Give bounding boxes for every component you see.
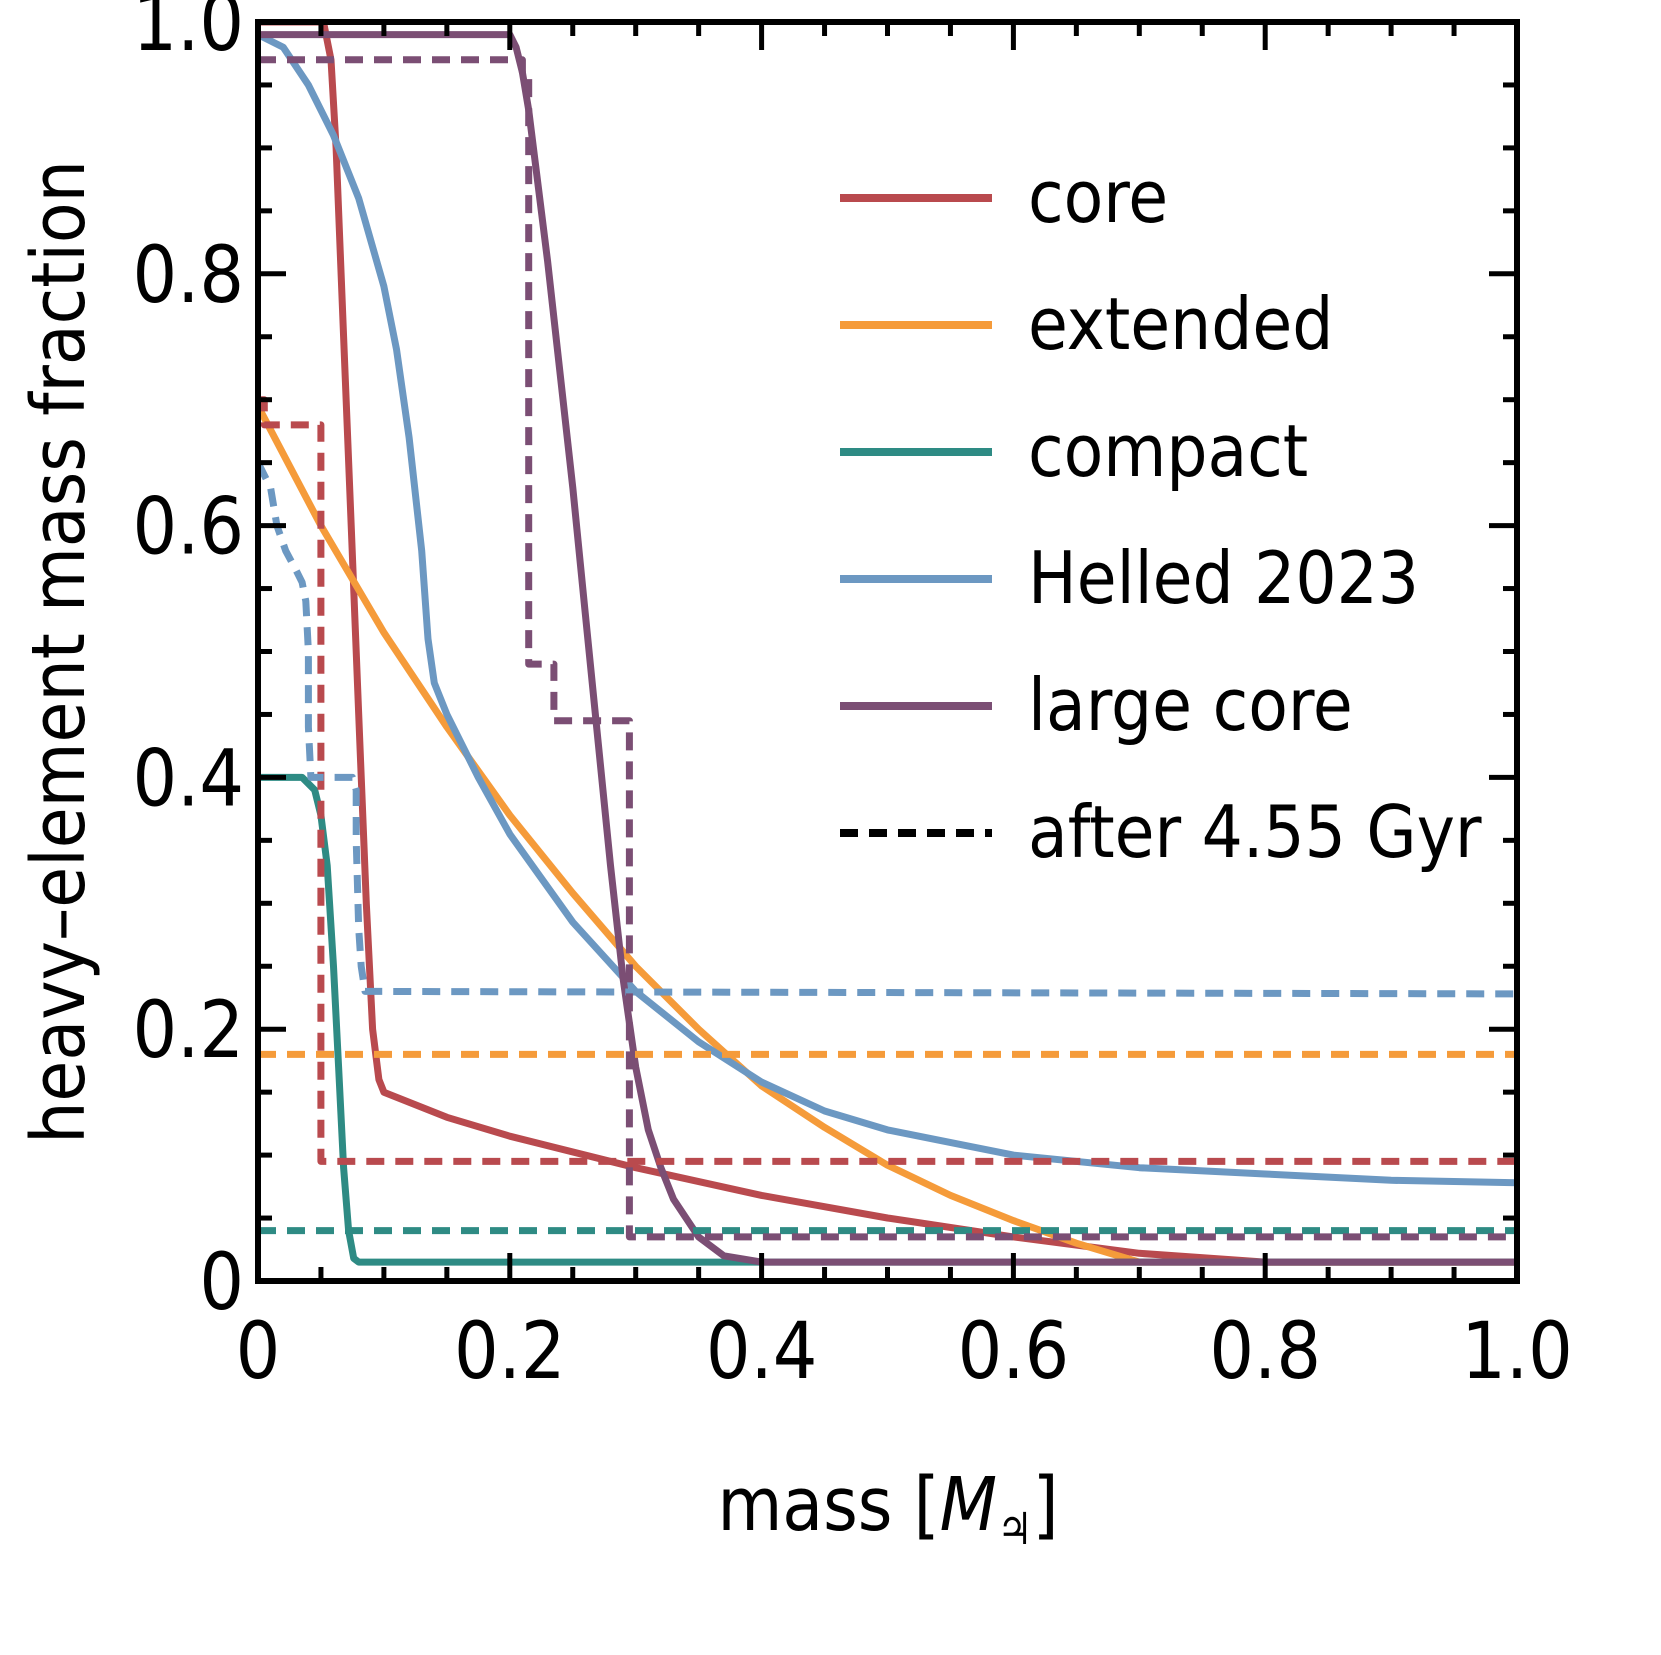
series-layer bbox=[258, 22, 1517, 1266]
tick-labels-layer: 0 0.2 0.4 0.6 0.8 1.0 0 0.2 0.4 0.6 0.8 1.0 bbox=[132, 0, 1572, 1397]
series-core-dashed bbox=[258, 396, 1517, 1165]
legend-item-after-4-55-gyr: after 4.55 Gyr bbox=[840, 790, 1482, 874]
series-helled-2023-dashed bbox=[258, 461, 1517, 998]
y-axis-label: heavy–element mass fraction bbox=[16, 160, 102, 1144]
y-tick-label: 0.6 bbox=[132, 483, 244, 573]
legend-label: extended bbox=[1028, 282, 1333, 366]
legend-label: large core bbox=[1028, 663, 1353, 747]
legend-item-core: core bbox=[840, 155, 1168, 239]
legend: core extended compact Helled 2023 large core… bbox=[840, 155, 1482, 874]
y-tick-label: 0 bbox=[199, 1238, 244, 1328]
series-core-solid bbox=[258, 22, 1517, 1266]
legend-label: core bbox=[1028, 155, 1168, 239]
legend-label: compact bbox=[1028, 409, 1308, 493]
series-large-core-dashed bbox=[258, 56, 1517, 1241]
y-tick-label: 1.0 bbox=[132, 0, 244, 69]
series-large-core-solid bbox=[258, 31, 1517, 1266]
series-helled-2023-solid bbox=[258, 31, 1517, 1187]
y-tick-label: 0.8 bbox=[132, 231, 244, 321]
series-compact-solid bbox=[258, 773, 1517, 1266]
ticks-layer bbox=[255, 19, 1520, 1284]
y-tick-label: 0.2 bbox=[132, 986, 244, 1076]
x-tick-label: 0.8 bbox=[1209, 1307, 1321, 1397]
legend-item-compact: compact bbox=[840, 409, 1308, 493]
x-axis-label: mass [M♃] bbox=[717, 1462, 1058, 1555]
legend-label: after 4.55 Gyr bbox=[1028, 790, 1482, 874]
x-tick-label: 0.6 bbox=[958, 1307, 1070, 1397]
x-tick-label: 1.0 bbox=[1461, 1307, 1573, 1397]
x-tick-label: 0.4 bbox=[706, 1307, 818, 1397]
x-tick-label: 0.2 bbox=[454, 1307, 566, 1397]
plot-frame bbox=[255, 19, 1520, 1284]
legend-item-extended: extended bbox=[840, 282, 1333, 366]
legend-item-large-core: large core bbox=[840, 663, 1353, 747]
legend-item-helled-2023: Helled 2023 bbox=[840, 536, 1419, 620]
x-tick-label: 0 bbox=[236, 1307, 281, 1397]
legend-label: Helled 2023 bbox=[1028, 536, 1419, 620]
y-tick-label: 0.4 bbox=[132, 734, 244, 824]
